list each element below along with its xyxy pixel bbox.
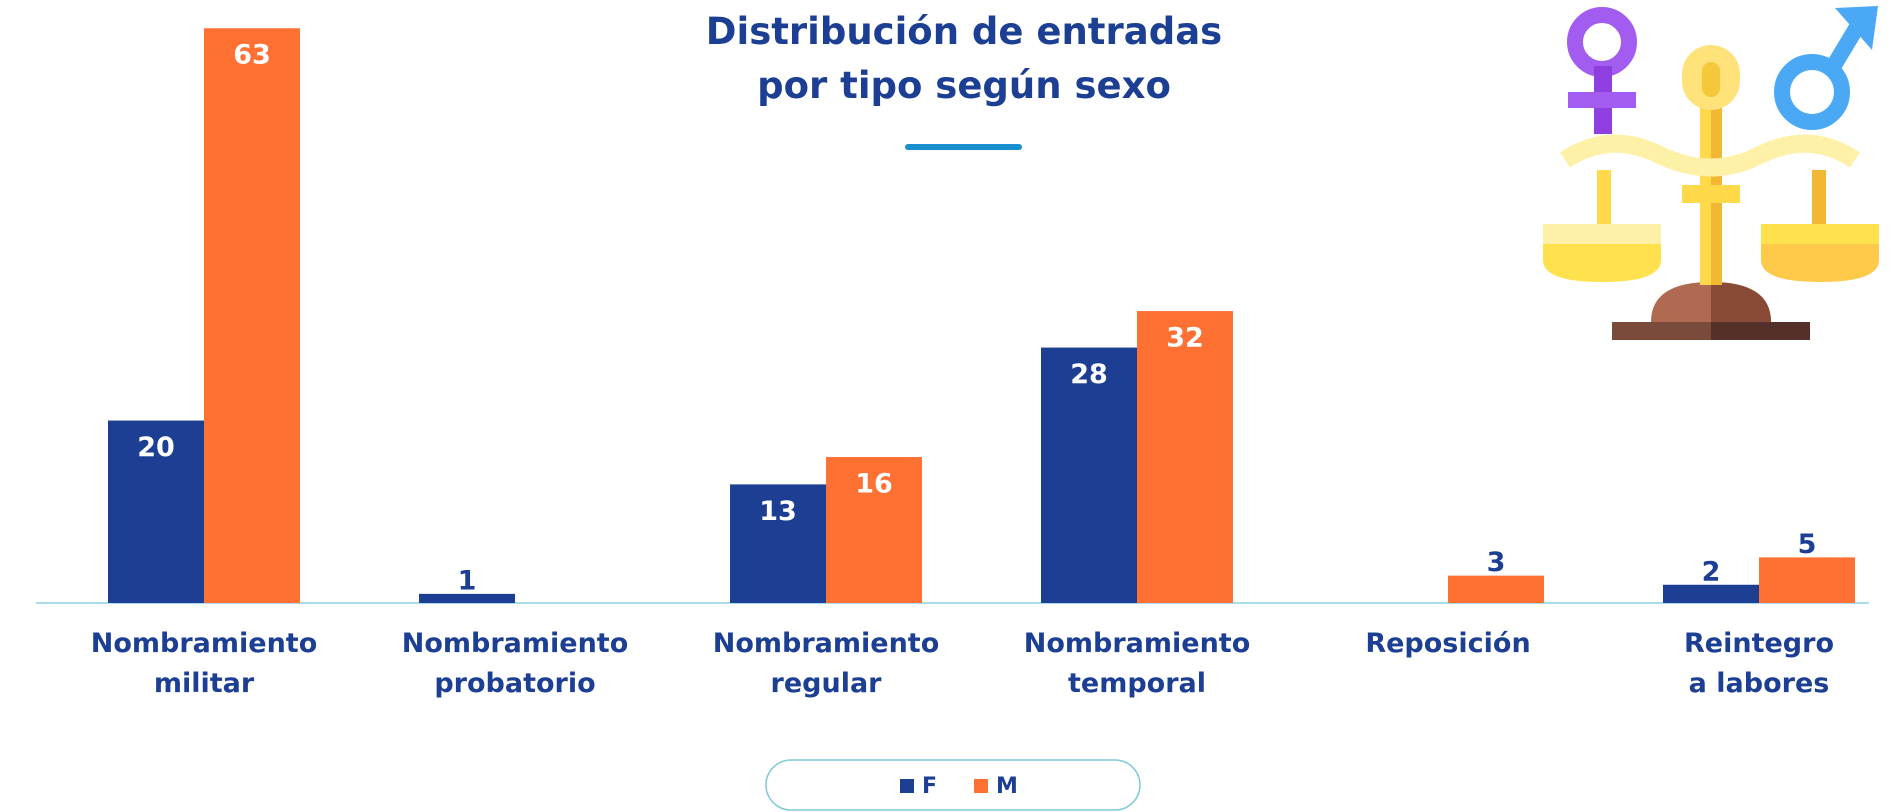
value-label: 20 — [137, 432, 175, 463]
x-tick-label: Nombramiento regular — [676, 624, 976, 704]
value-label: 1 — [458, 565, 477, 596]
value-label: 3 — [1487, 547, 1506, 578]
legend-label: F — [922, 774, 937, 799]
legend-swatch — [974, 779, 988, 793]
bar — [1448, 576, 1544, 603]
value-label: 32 — [1166, 323, 1204, 354]
title-underline — [905, 144, 1022, 150]
value-label: 13 — [759, 496, 797, 527]
bar — [1663, 585, 1759, 603]
bar — [1137, 311, 1233, 603]
legend-swatch — [900, 779, 914, 793]
legend-label: M — [996, 774, 1018, 799]
scale-icon — [1543, 6, 1879, 340]
bar — [204, 28, 300, 603]
value-label: 5 — [1798, 529, 1817, 560]
value-label: 2 — [1702, 556, 1721, 587]
x-tick-label: Reposición — [1298, 624, 1598, 664]
value-label: 28 — [1070, 359, 1108, 390]
x-tick-label: Reintegro a labores — [1609, 624, 1903, 704]
legend-box — [766, 760, 1140, 810]
x-tick-label: Nombramiento temporal — [987, 624, 1287, 704]
x-tick-label: Nombramiento militar — [54, 624, 354, 704]
bar — [1759, 557, 1855, 603]
chart-title: Distribución de entradas por tipo según … — [564, 5, 1364, 113]
value-label: 16 — [855, 469, 893, 500]
value-label: 63 — [233, 40, 271, 71]
page: 2063113162832325FM Distribución de entra… — [0, 0, 1903, 812]
x-tick-label: Nombramiento probatorio — [365, 624, 665, 704]
